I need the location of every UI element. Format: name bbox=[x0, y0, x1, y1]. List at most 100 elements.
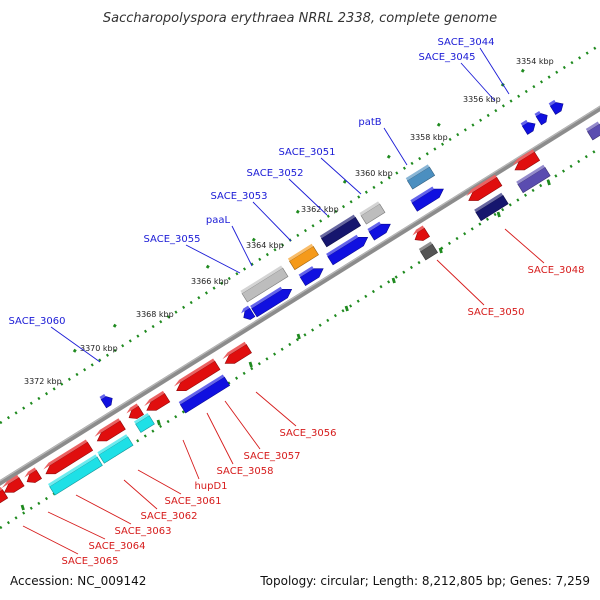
forward-gene-face bbox=[319, 214, 356, 239]
gene-label-forward: patB bbox=[358, 117, 381, 128]
leader-line bbox=[123, 479, 158, 510]
forward-gene-face bbox=[287, 243, 314, 262]
reverse-gene-face bbox=[97, 434, 128, 455]
reverse-gene-face bbox=[1, 474, 19, 489]
major-tick-lower bbox=[20, 504, 25, 511]
leader-line bbox=[383, 127, 408, 166]
forward-gene bbox=[535, 113, 548, 126]
major-tick-lower bbox=[546, 179, 551, 186]
reverse-gene-face bbox=[178, 374, 225, 405]
forward-gene-face bbox=[298, 266, 314, 278]
major-tick bbox=[112, 323, 117, 328]
reverse-gene bbox=[26, 469, 42, 483]
genome-summary: Topology: circular; Length: 8,212,805 bp… bbox=[259, 574, 590, 588]
kbp-label: 3356 kbp bbox=[463, 95, 501, 104]
gene-label-reverse: SACE_3064 bbox=[89, 541, 146, 552]
forward-gene bbox=[411, 188, 444, 212]
gene-label-forward: SACE_3045 bbox=[419, 52, 476, 63]
gene-label-forward: SACE_3053 bbox=[211, 191, 268, 202]
forward-gene-face bbox=[250, 286, 283, 309]
reverse-gene-face bbox=[412, 225, 425, 236]
leader-line bbox=[224, 400, 261, 450]
reverse-gene-face bbox=[512, 149, 535, 166]
labels-layer: 3354 kbp 3356 kbp 3358 kbp 3360 kbp 3362 kbp… bbox=[9, 37, 585, 567]
reverse-gene-face bbox=[418, 241, 433, 252]
forward-gene bbox=[327, 237, 369, 266]
forward-gene-face bbox=[405, 164, 430, 181]
major-tick bbox=[386, 154, 391, 159]
major-tick bbox=[72, 348, 77, 353]
reverse-gene-face bbox=[516, 164, 545, 185]
major-tick bbox=[436, 122, 441, 127]
reverse-gene bbox=[0, 489, 9, 504]
reverse-gene bbox=[96, 420, 126, 442]
forward-gene-face bbox=[240, 265, 283, 294]
reverse-gene-face bbox=[24, 467, 37, 478]
leader-line bbox=[50, 326, 101, 363]
gene-label-forward: SACE_3060 bbox=[9, 316, 66, 327]
forward-gene-face bbox=[367, 221, 381, 232]
gene-label-reverse: SACE_3048 bbox=[528, 265, 585, 276]
gene-label-reverse: hupD1 bbox=[194, 481, 227, 492]
reverse-gene-face bbox=[474, 192, 503, 213]
reverse-gene-face bbox=[173, 358, 215, 387]
kbp-label: 3354 kbp bbox=[516, 57, 554, 66]
forward-gene-face bbox=[585, 121, 600, 132]
kbp-label: 3362 kbp bbox=[301, 205, 339, 214]
kbp-label: 3364 kbp bbox=[246, 241, 284, 250]
reverse-gene bbox=[128, 405, 144, 419]
kbp-label: 3366 kbp bbox=[191, 277, 229, 286]
leader-line bbox=[206, 412, 234, 465]
gene-label-forward: SACE_3051 bbox=[279, 147, 336, 158]
reverse-gene-face bbox=[126, 403, 139, 414]
major-tick-lower bbox=[156, 419, 161, 426]
forward-gene-face bbox=[548, 99, 556, 106]
genes-layer bbox=[0, 99, 600, 504]
reverse-gene-face bbox=[133, 412, 150, 424]
leader-line bbox=[75, 494, 132, 525]
reverse-gene-face bbox=[222, 341, 247, 360]
major-tick-lower bbox=[296, 333, 301, 340]
gene-label-reverse: SACE_3057 bbox=[244, 451, 301, 462]
forward-gene bbox=[360, 203, 386, 225]
forward-gene-face bbox=[520, 119, 528, 126]
gene-label-reverse: SACE_3065 bbox=[62, 556, 119, 567]
backbone-line bbox=[0, 105, 600, 486]
reverse-gene bbox=[514, 151, 541, 171]
forward-gene-face bbox=[534, 110, 541, 117]
leader-line bbox=[47, 511, 106, 540]
major-tick bbox=[251, 237, 256, 242]
gene-label-forward: SACE_3055 bbox=[144, 234, 201, 245]
leader-line bbox=[182, 439, 200, 480]
forward-gene-face bbox=[99, 393, 106, 400]
major-tick-lower bbox=[248, 361, 253, 368]
reverse-gene-face bbox=[43, 439, 88, 470]
reverse-gene-face bbox=[94, 418, 121, 437]
reverse-gene-face bbox=[466, 174, 497, 197]
leader-line bbox=[185, 244, 241, 274]
gene-label-reverse: SACE_3062 bbox=[141, 511, 198, 522]
leader-line bbox=[137, 469, 182, 495]
accession-text: Accession: NC_009142 bbox=[10, 574, 146, 588]
backbone-highlight bbox=[0, 105, 600, 482]
forward-gene bbox=[587, 123, 600, 141]
leader-line bbox=[320, 157, 362, 195]
kbp-label: 3360 kbp bbox=[355, 169, 393, 178]
gene-label-forward: SACE_3052 bbox=[247, 168, 304, 179]
gene-label-reverse: SACE_3063 bbox=[115, 526, 172, 537]
kbp-label: 3358 kbp bbox=[410, 133, 448, 142]
reverse-gene-face bbox=[0, 487, 3, 492]
kbp-label: 3372 kbp bbox=[24, 377, 62, 386]
reverse-gene-face bbox=[48, 454, 98, 487]
gene-label-forward: paaL bbox=[206, 215, 231, 226]
tick-track-upper bbox=[0, 43, 600, 425]
leader-line bbox=[22, 525, 79, 555]
gene-label-reverse: SACE_3058 bbox=[217, 466, 274, 477]
map-title: Saccharopolyspora erythraea NRRL 2338, c… bbox=[103, 11, 497, 26]
gene-label-reverse: SACE_3061 bbox=[165, 496, 222, 507]
reverse-gene bbox=[49, 456, 103, 496]
major-tick-lower bbox=[438, 247, 443, 254]
forward-gene-face bbox=[241, 305, 250, 314]
forward-gene-face bbox=[410, 186, 434, 203]
